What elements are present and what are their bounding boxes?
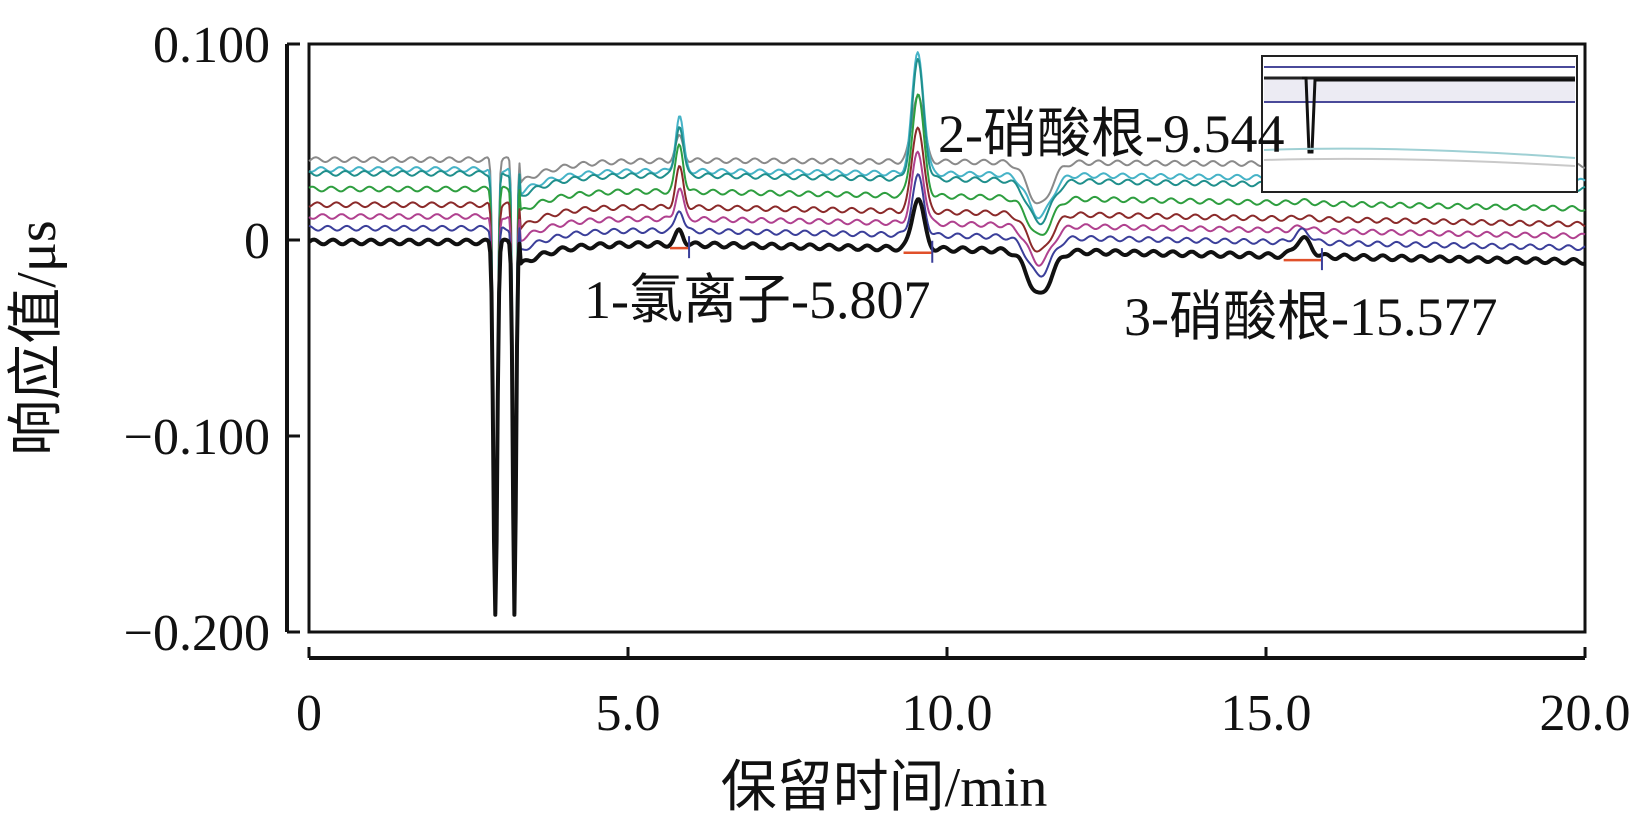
y-tick-label: −0.200 [124, 605, 270, 662]
annotation-nitrate-1: 2-硝酸根-9.544 [938, 104, 1284, 164]
series-line [308, 173, 1586, 613]
annotation-chloride: 1-氯离子-5.807 [584, 270, 930, 330]
y-axis-title: 响应值/μs [6, 220, 68, 455]
x-tick-label: 5.0 [596, 685, 661, 742]
x-tick-label: 20.0 [1540, 685, 1631, 742]
series-line [308, 93, 1586, 616]
y-tick-label: 0.100 [153, 17, 270, 74]
x-tick-label: 0 [296, 685, 322, 742]
annotation-layer: 1-氯离子-5.807 2-硝酸根-9.544 3-硝酸根-15.577 [584, 104, 1497, 347]
series-line [307, 197, 1586, 617]
axes-layer: 0 5.0 10.0 15.0 20.0 0.100 0 −0.100 −0.200 [124, 17, 1631, 742]
y-tick-label: −0.100 [124, 409, 270, 466]
series-line [308, 126, 1586, 615]
x-tick-label: 10.0 [902, 685, 993, 742]
annotation-nitrate-2: 3-硝酸根-15.577 [1124, 287, 1497, 347]
plot-frame [307, 42, 1587, 634]
y-tick-label: 0 [244, 213, 270, 270]
inset-box [1261, 55, 1578, 193]
x-axis-title: 保留时间/min [721, 757, 1048, 819]
series-line [308, 150, 1586, 612]
x-tick-label: 15.0 [1221, 685, 1312, 742]
